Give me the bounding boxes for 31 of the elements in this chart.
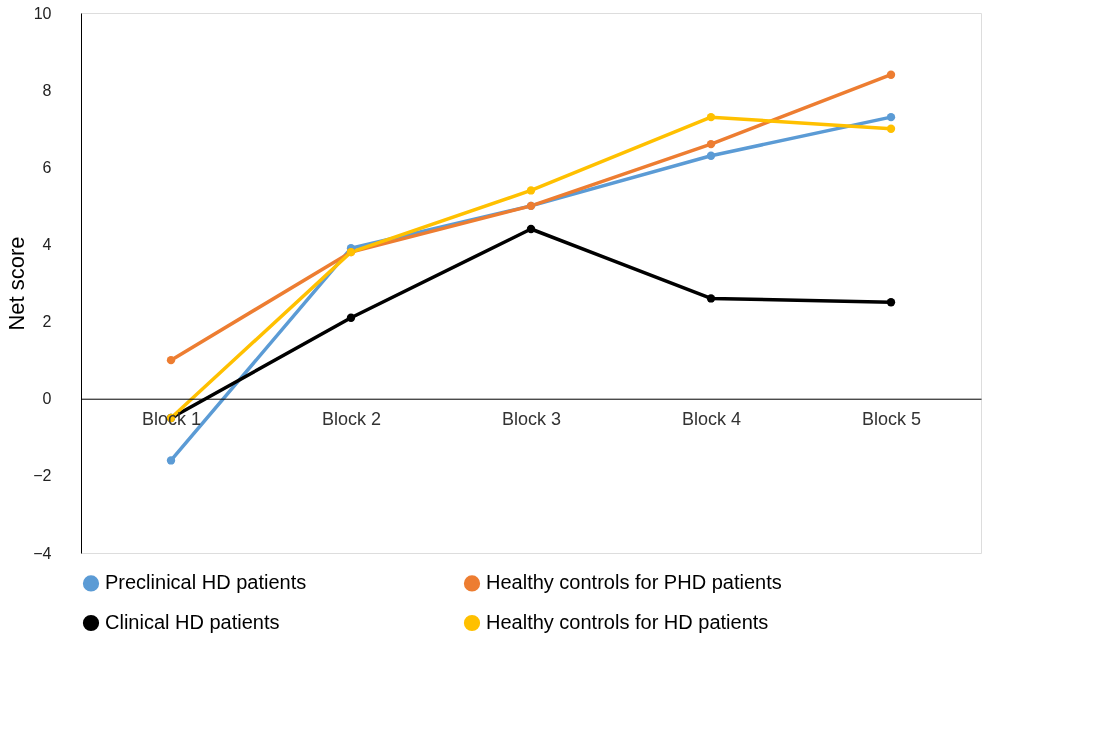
point [706,139,716,149]
y-axis-title: Net score [4,236,30,331]
point [706,112,716,122]
x-tick-label: Block 1 [141,409,202,430]
point [526,224,536,234]
legend-label: Healthy controls for HD patients [486,611,769,633]
legend-label: Preclinical HD patients [105,571,307,594]
point [886,70,896,79]
point [886,112,896,122]
y-tick-label: 10 [33,4,52,22]
point [526,186,536,195]
point [346,313,356,322]
point [886,124,896,133]
point [706,151,716,160]
legend-label: Clinical HD patients [105,611,280,633]
point [886,298,896,307]
x-tick-label: Block 5 [861,409,922,430]
y-tick-label: 6 [42,158,52,176]
y-tick-label: 8 [42,81,52,99]
x-tick-label: Block 2 [321,409,382,430]
y-tick-label: 4 [42,235,52,253]
y-tick-label: −4 [33,544,52,562]
point [166,355,176,365]
point [166,456,176,465]
point [706,294,716,303]
x-tick-label: Block 4 [681,409,742,430]
y-tick-label: 0 [42,390,52,408]
y-tick-label: −2 [33,467,52,485]
x-tick-label: Block 3 [501,409,562,430]
y-tick-label: 2 [42,313,52,331]
legend-label: Healthy controls for PHD patients [486,571,782,594]
